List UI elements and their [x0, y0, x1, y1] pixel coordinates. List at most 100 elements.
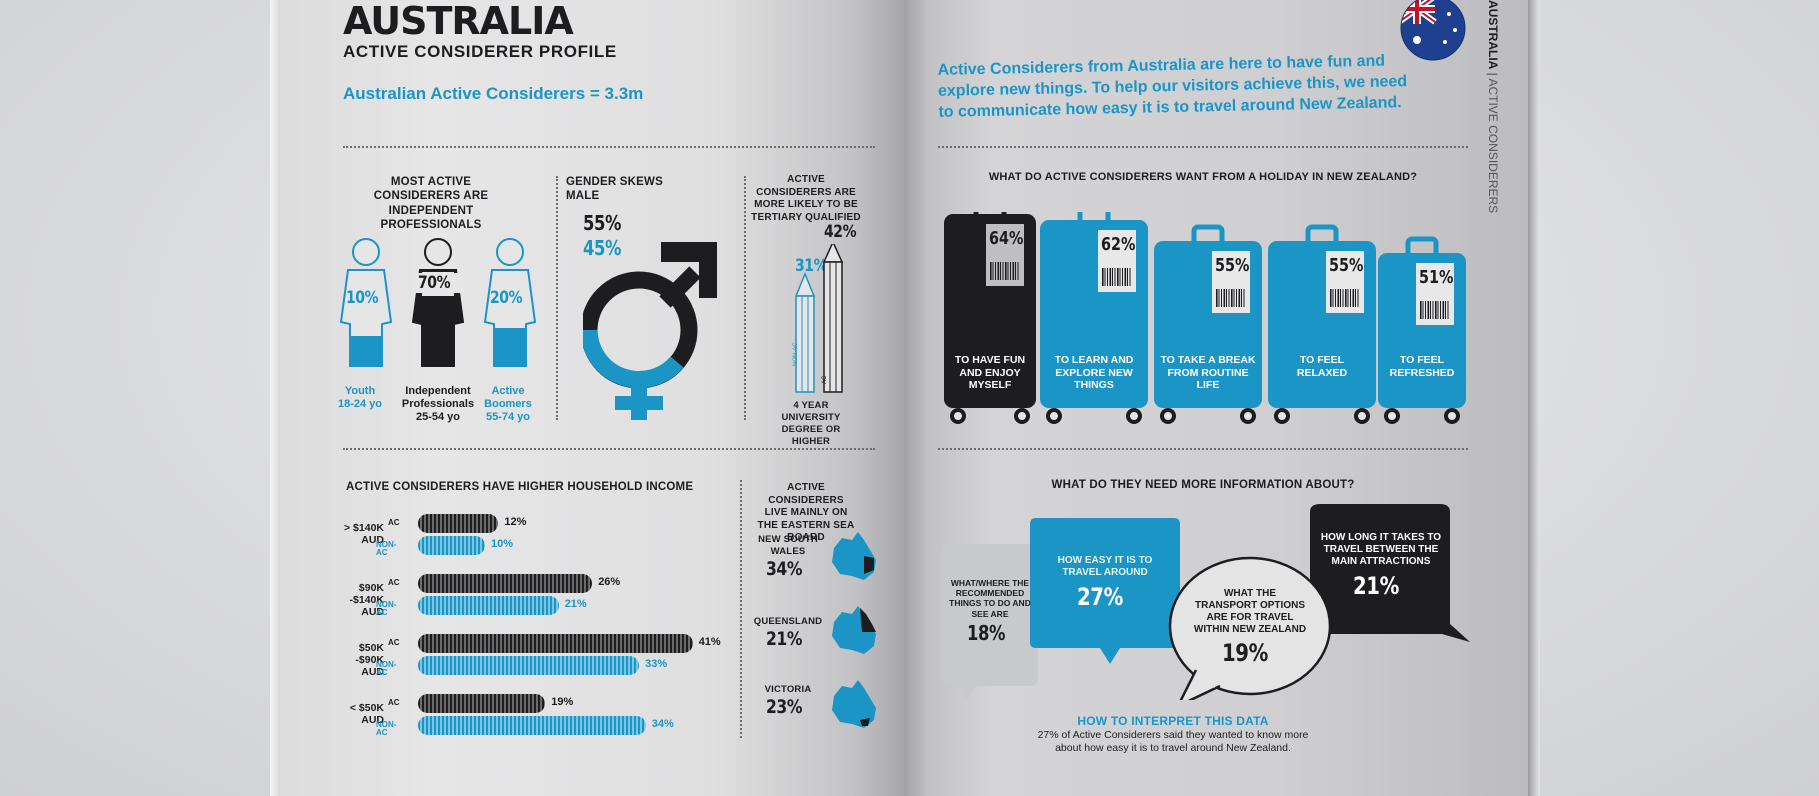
state-name: NEW SOUTH WALES [758, 534, 818, 557]
page-edge-right [1528, 0, 1540, 796]
divider [343, 146, 875, 148]
income-value-ac: 41% [698, 636, 721, 648]
luggage-pct: 62% [1101, 234, 1136, 255]
ac-pct: 42% [824, 222, 857, 242]
bubble-easy-travel-text: HOW EASY IT IS TO TRAVEL AROUND 27% [1057, 555, 1153, 611]
ac-series-label: AC [388, 638, 400, 647]
side-running-head: AUSTRALIA | ACTIVE CONSIDERERS [1486, 0, 1500, 214]
income-bar-ac [418, 634, 693, 653]
income-bar-non-ac [418, 716, 646, 735]
ac-series-label: AC [388, 698, 400, 707]
ac-pencil-icon [822, 244, 844, 393]
state-nsw: NEW SOUTH WALES 34% [748, 534, 904, 581]
income-bar-non-ac [418, 656, 640, 675]
income-value-non-ac: 21% [564, 598, 587, 610]
interpret-title: HOW TO INTERPRET THIS DATA [1077, 714, 1269, 728]
luggage-pct: 51% [1419, 267, 1454, 288]
state-pct: 21% [766, 627, 803, 650]
professionals-heading: MOST ACTIVE CONSIDERERS ARE INDEPENDENT … [373, 176, 489, 232]
gender-symbol-icon [583, 242, 717, 420]
pencil-icons [794, 244, 844, 393]
luggage-case-3 [1154, 224, 1262, 424]
income-value-non-ac: 10% [491, 538, 514, 550]
income-group-label: > $140K AUD [344, 522, 384, 547]
income-value-ac: 12% [504, 516, 527, 528]
income-value-ac: 19% [551, 696, 574, 708]
bubble-things-to-do [942, 544, 1038, 700]
bubble-transport-text: WHAT THE TRANSPORT OPTIONS ARE FOR TRAVE… [1193, 588, 1307, 667]
luggage-case-4 [1268, 224, 1376, 424]
male-pct: 55% [583, 211, 622, 235]
australia-map-vic-icon [832, 680, 876, 728]
professional-figure-icon [411, 238, 465, 367]
non-ac-pencil-icon [794, 272, 816, 393]
income-bar-non-ac [418, 596, 559, 615]
luggage-label: TO TAKE A BREAK FROM ROUTINE LIFE [1160, 354, 1256, 392]
luggage-pct: 55% [1215, 255, 1250, 276]
ac-series-label: AC [388, 578, 400, 587]
speech-bubbles [942, 504, 1470, 700]
divider [744, 176, 746, 420]
lead-stat: Australian Active Considerers = 3.3m [343, 84, 644, 103]
income-bar-ac [418, 574, 593, 593]
intro-text: Active Considerers from Australia are he… [937, 52, 1408, 121]
bubble-easy-travel [1030, 518, 1180, 664]
luggage-case-1 [944, 212, 1036, 424]
divider [938, 146, 1468, 148]
bubble-transport [1168, 556, 1332, 700]
holiday-heading: WHAT DO ACTIVE CONSIDERERS WANT FROM A H… [988, 171, 1418, 183]
state-vic: VICTORIA 23% [748, 684, 904, 719]
non-ac-pct: 31% [795, 256, 828, 276]
open-brochure: AUSTRALIA ACTIVE CONSIDERER PROFILE Aust… [270, 0, 1540, 796]
female-pct: 45% [583, 236, 622, 260]
luggage-label: TO FEEL RELAXED [1296, 354, 1348, 379]
state-name: VICTORIA [764, 684, 812, 695]
right-page: Active Considerers from Australia are he… [904, 0, 1530, 796]
non-ac-series-label: NON-AC [376, 540, 397, 557]
income-bar-ac [418, 694, 546, 713]
state-qld: QUEENSLAND 21% [748, 616, 904, 651]
ac-pencil-tag: AC [822, 375, 828, 384]
divider [740, 480, 742, 738]
luggage-pct: 64% [989, 228, 1024, 249]
income-value-ac: 26% [598, 576, 621, 588]
luggage-label: TO HAVE FUN AND ENJOY MYSELF [954, 354, 1026, 392]
australia-map-icons [832, 532, 876, 728]
luggage-case-2 [1040, 212, 1148, 424]
bubble-things-to-do-text: WHAT/WHERE THE RECOMMENDED THINGS TO DO … [949, 578, 1031, 645]
income-chart: > $140K AUD AC NON-AC 12% 10% $90K -$140K AUD… [340, 500, 721, 740]
bubble-travel-time-text: HOW LONG IT TAKES TO TRAVEL BETWEEN THE … [1320, 532, 1442, 600]
luggage-label: TO FEEL REFRESHED [1389, 354, 1455, 379]
australia-map-nsw-icon [832, 532, 876, 580]
left-page: AUSTRALIA ACTIVE CONSIDERER PROFILE Aust… [278, 0, 904, 796]
page-subtitle: ACTIVE CONSIDERER PROFILE [343, 42, 617, 61]
page-edge-left [270, 0, 280, 796]
divider [938, 448, 1468, 450]
page-title: AUSTRALIA [343, 0, 574, 43]
ac-series-label: AC [388, 518, 400, 527]
boomer-label: Active Boomers 55-74 yo [484, 385, 532, 424]
non-ac-pencil-tag: NON-AC [793, 342, 799, 366]
state-name: QUEENSLAND [753, 616, 823, 627]
income-group-label: $90K -$140K AUD [349, 582, 384, 619]
youth-pct: 10% [346, 288, 379, 308]
luggage-label: TO LEARN AND EXPLORE NEW THINGS [1054, 354, 1134, 392]
tertiary-caption: 4 YEAR UNIVERSITY DEGREE OR HIGHER [781, 400, 841, 447]
interpret-text: 27% of Active Considerers said they want… [1037, 729, 1309, 754]
income-heading: ACTIVE CONSIDERERS HAVE HIGHER HOUSEHOLD… [346, 481, 694, 493]
person-figures [339, 238, 537, 367]
australia-flag-icon [1400, 0, 1466, 61]
gender-heading: GENDER SKEWS MALE [566, 176, 663, 203]
tertiary-heading: ACTIVE CONSIDERERS ARE MORE LIKELY TO BE… [751, 174, 861, 223]
info-heading: WHAT DO THEY NEED MORE INFORMATION ABOUT… [1051, 479, 1355, 491]
divider [556, 176, 558, 420]
income-bar-ac [418, 514, 499, 533]
luggage-pct: 55% [1329, 255, 1364, 276]
australia-map-qld-icon [832, 606, 876, 654]
states-heading: ACTIVE CONSIDERERS LIVE MAINLY ON THE EA… [757, 482, 855, 543]
income-value-non-ac: 33% [645, 658, 668, 670]
luggage-chart [944, 212, 1466, 424]
bubble-dark-travel-time [1310, 504, 1470, 642]
divider [343, 448, 875, 450]
non-ac-series-label: NON-AC [376, 720, 397, 737]
